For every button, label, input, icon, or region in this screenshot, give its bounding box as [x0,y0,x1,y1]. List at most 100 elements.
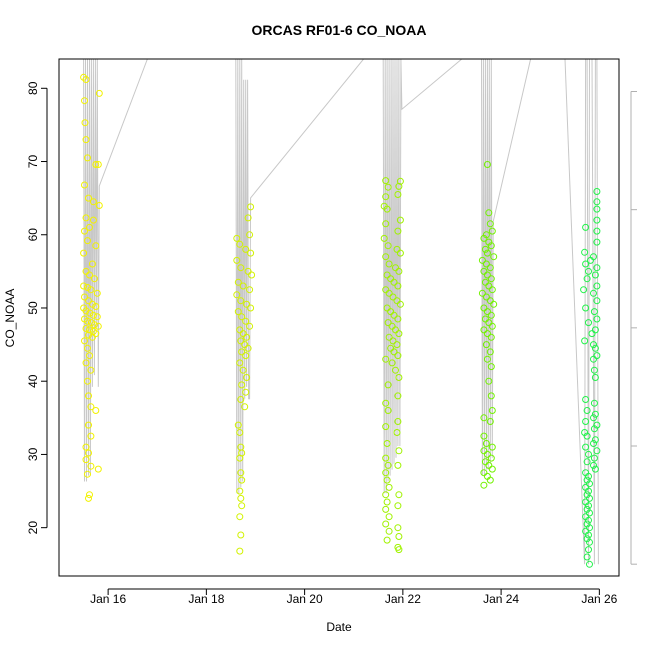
data-point [92,161,100,168]
data-point [86,223,93,231]
data-point [82,359,90,367]
data-point [480,326,488,334]
data-point [238,348,246,356]
data-point [394,315,402,323]
data-point [382,193,390,201]
data-point [247,249,255,257]
data-point [582,223,590,231]
data-point [383,304,391,312]
data-point [84,237,91,245]
data-point [243,300,251,308]
data-point [396,177,404,185]
data-point [485,319,493,327]
data-point [395,491,403,499]
data-point [482,440,490,447]
data-point [94,161,102,168]
data-point [82,443,90,451]
data-point [586,538,593,546]
data-point [85,331,92,339]
data-point [233,256,241,264]
data-point [583,275,591,283]
data-point [591,344,599,352]
data-point [486,418,494,425]
data-point [582,396,590,403]
data-point [247,203,255,211]
data-point [383,271,391,279]
data-point [244,344,252,352]
data-point [591,410,599,418]
data-point [242,352,250,360]
data-point [583,476,591,484]
data-point [395,267,403,275]
data-point [585,450,592,458]
data-point [389,337,397,345]
data-point [396,216,404,224]
data-point [490,253,498,261]
data-point [482,260,490,268]
data-point [581,248,589,256]
data-point [587,256,594,264]
data-point [590,355,597,363]
data-point [593,282,601,290]
data-point [590,341,597,349]
data-point [237,531,245,539]
data-point [84,344,91,352]
data-point [384,319,392,327]
data-point [480,481,488,489]
chart-title: ORCAS RF01-6 CO_NOAA [251,22,426,38]
data-point [242,317,250,325]
data-point [382,220,390,228]
data-point [390,278,398,286]
data-point [238,476,246,484]
data-point [480,414,488,422]
data-point [394,461,402,469]
data-point [590,440,597,447]
data-point [87,286,95,294]
y2-tick-label: 800 [647,436,650,456]
data-point [390,311,398,319]
data-point [480,469,488,477]
data-point [591,271,599,279]
data-point [482,293,490,301]
data-point [86,352,93,360]
data-point [236,454,244,462]
scatter-points-layer [80,73,601,568]
data-point [593,216,601,224]
y2-tick-label: 600 [647,318,650,338]
data-point [80,282,88,290]
data-point [246,286,254,294]
data-point [383,476,391,484]
data-point [582,418,590,425]
data-point [93,313,101,321]
data-point [590,399,598,407]
data-point [385,260,393,268]
x-tick-label: Jan 26 [581,592,617,606]
series-rf04 [478,161,498,489]
data-point [583,553,591,561]
data-point [487,275,495,283]
data-point [242,245,250,253]
data-point [593,198,601,206]
data-point [583,432,591,440]
data-point [384,242,392,250]
data-point [583,505,591,513]
data-point [244,267,252,275]
data-point [82,456,90,464]
data-point [593,238,601,246]
data-point [580,286,588,294]
data-point [382,505,390,513]
data-point [382,454,390,462]
data-point [593,297,601,305]
data-point [81,97,88,105]
data-point [89,311,97,319]
data-point [591,465,599,473]
data-point [237,297,245,305]
data-point [482,341,490,349]
data-point [385,513,393,521]
data-point [586,494,593,502]
data-point [237,469,245,477]
data-point [385,289,393,297]
data-point [394,502,402,510]
data-point [395,546,403,554]
